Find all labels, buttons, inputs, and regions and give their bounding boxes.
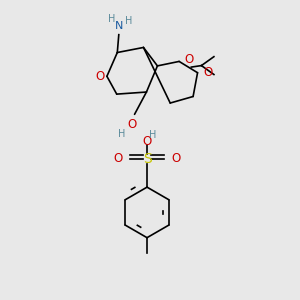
- Text: H: H: [149, 130, 157, 140]
- Text: S: S: [143, 152, 152, 166]
- Text: H: H: [108, 14, 115, 24]
- Text: H: H: [125, 16, 132, 26]
- Text: O: O: [184, 53, 194, 66]
- Text: O: O: [142, 135, 152, 148]
- Text: H: H: [118, 129, 126, 139]
- Text: N: N: [115, 21, 123, 31]
- Text: O: O: [96, 70, 105, 83]
- Text: O: O: [203, 66, 212, 79]
- Text: O: O: [127, 118, 136, 131]
- Text: O: O: [113, 152, 122, 165]
- Text: O: O: [172, 152, 181, 165]
